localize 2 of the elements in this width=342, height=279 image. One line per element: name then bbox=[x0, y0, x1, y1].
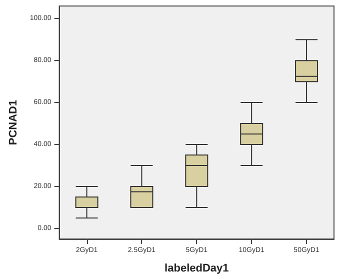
y-axis-title: PCNAD1 bbox=[8, 100, 20, 146]
x-axis-title: labeledDay1 bbox=[164, 262, 229, 274]
